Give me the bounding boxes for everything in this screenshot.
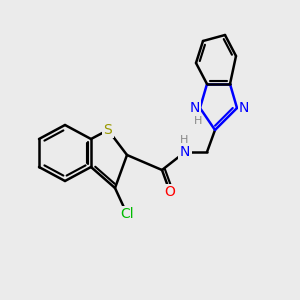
Text: N: N <box>190 101 200 115</box>
Text: Cl: Cl <box>120 207 134 221</box>
Text: N: N <box>239 101 249 115</box>
Text: N: N <box>180 145 190 159</box>
Text: H: H <box>180 135 188 145</box>
Text: H: H <box>194 116 202 126</box>
Text: S: S <box>103 123 112 137</box>
Text: O: O <box>165 185 176 199</box>
